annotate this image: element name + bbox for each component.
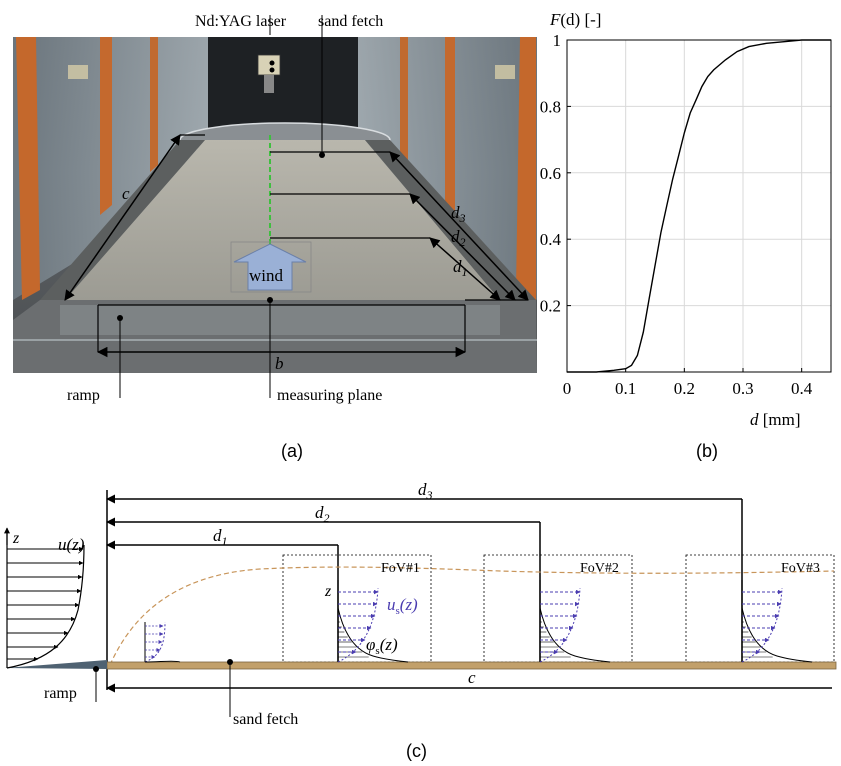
panel-a-photo xyxy=(13,15,537,398)
